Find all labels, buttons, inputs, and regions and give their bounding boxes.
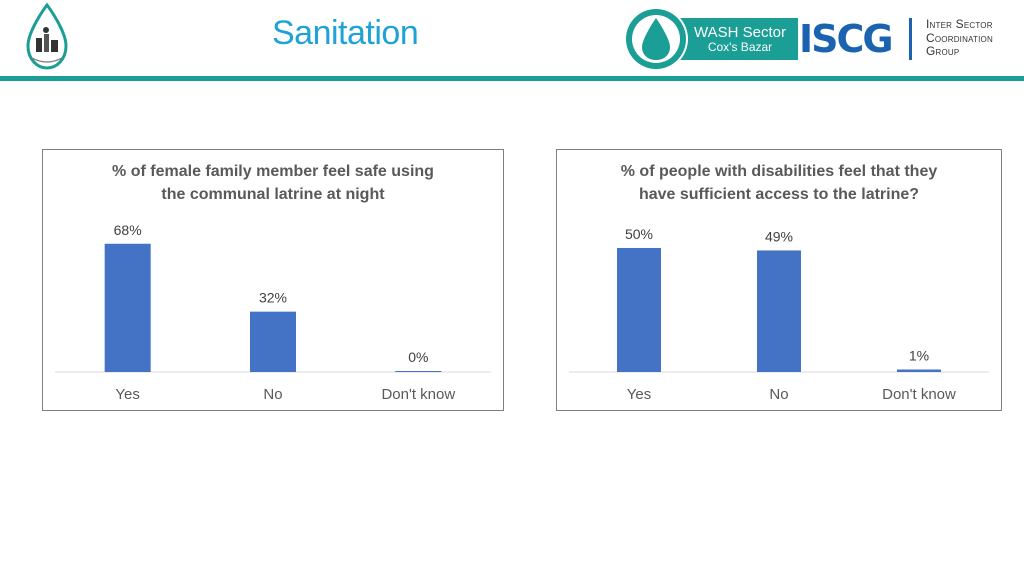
header: Sanitation WASH Sector Cox's Bazar ISCG … [0, 0, 1024, 78]
iscg-subtitle: Inter Sector Coordination Group [926, 17, 1024, 59]
wash-logo-line2: Cox's Bazar [708, 40, 772, 54]
data-label: 32% [259, 290, 287, 306]
iscg-line-3: Group [926, 44, 960, 58]
iscg-line-2: Coordination [926, 30, 993, 45]
chart-title-line-1: % of female family member feel safe usin… [112, 163, 434, 180]
chart-title: % of female family member feel safe usin… [43, 160, 503, 206]
chart-title: % of people with disabilities feel that … [557, 160, 1001, 206]
chart-panel-disability-access: % of people with disabilities feel that … [556, 149, 1002, 411]
chart-title-line-1: % of people with disabilities feel that … [620, 163, 938, 180]
wash-logo-line1: WASH Sector [694, 24, 786, 41]
category-label: No [263, 386, 282, 403]
header-rule [0, 76, 1024, 81]
bar-don-t-know [897, 369, 941, 372]
bar-chart-disability-access: 50% Yes 49% No 1% Don't know [569, 226, 989, 403]
chart-title-line-2: the communal latrine at night [161, 186, 385, 203]
category-label: Yes [627, 386, 651, 403]
bar-yes [617, 247, 661, 372]
data-label: 50% [625, 226, 653, 242]
iscg-line-1: Inter Sector [926, 17, 993, 31]
chart-title-line-2: have sufficient access to the latrine? [638, 186, 920, 203]
category-label: Don't know [381, 386, 455, 403]
data-label: 68% [114, 222, 142, 238]
bar-don-t-know [395, 371, 442, 372]
chart-panel-female-safety: % of female family member feel safe usin… [42, 149, 504, 411]
iscg-divider [909, 18, 912, 60]
category-label: No [769, 386, 788, 403]
page-title: Sanitation [272, 14, 419, 52]
wash-sector-logo: WASH Sector Cox's Bazar [622, 6, 800, 77]
bar-yes [104, 243, 151, 372]
data-label: 49% [765, 228, 793, 244]
bar-chart-female-safety: 68% Yes 32% No 0% Don't know [55, 222, 491, 403]
category-label: Don't know [882, 386, 956, 403]
iscg-logo: ISCG [799, 17, 894, 61]
data-label: 0% [408, 349, 428, 365]
category-label: Yes [115, 386, 139, 403]
bar-no [757, 250, 801, 372]
bar-no [250, 311, 296, 372]
data-label: 1% [909, 348, 929, 364]
department-emblem-icon [22, 2, 72, 79]
